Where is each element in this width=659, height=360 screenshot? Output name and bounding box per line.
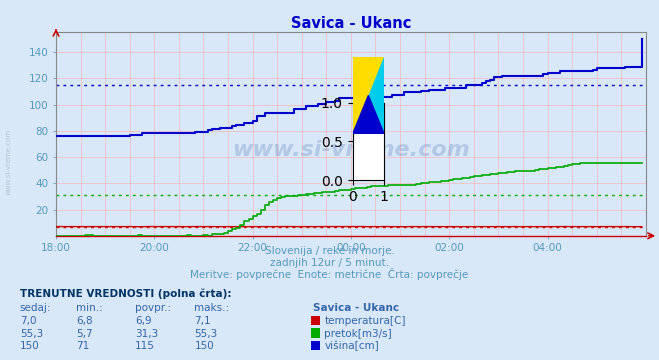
Text: 150: 150 [20, 341, 40, 351]
Text: TRENUTNE VREDNOSTI (polna črta):: TRENUTNE VREDNOSTI (polna črta): [20, 288, 231, 299]
Text: 6,8: 6,8 [76, 316, 92, 327]
Text: Slovenija / reke in morje.: Slovenija / reke in morje. [264, 246, 395, 256]
Text: 7,0: 7,0 [20, 316, 36, 327]
Text: 5,7: 5,7 [76, 329, 92, 339]
Text: maks.:: maks.: [194, 303, 229, 313]
Text: 71: 71 [76, 341, 89, 351]
Text: 55,3: 55,3 [20, 329, 43, 339]
Polygon shape [353, 95, 384, 134]
Text: pretok[m3/s]: pretok[m3/s] [324, 329, 392, 339]
Text: Meritve: povprečne  Enote: metrične  Črta: povprečje: Meritve: povprečne Enote: metrične Črta:… [190, 267, 469, 280]
Text: Savica - Ukanc: Savica - Ukanc [313, 303, 399, 313]
Text: temperatura[C]: temperatura[C] [324, 316, 406, 327]
Text: 150: 150 [194, 341, 214, 351]
Polygon shape [353, 57, 384, 134]
Title: Savica - Ukanc: Savica - Ukanc [291, 16, 411, 31]
Text: www.si-vreme.com: www.si-vreme.com [5, 129, 11, 195]
Text: 6,9: 6,9 [135, 316, 152, 327]
Text: višina[cm]: višina[cm] [324, 341, 379, 351]
Text: 55,3: 55,3 [194, 329, 217, 339]
Text: min.:: min.: [76, 303, 103, 313]
Text: povpr.:: povpr.: [135, 303, 171, 313]
Text: 115: 115 [135, 341, 155, 351]
Text: www.si-vreme.com: www.si-vreme.com [232, 140, 470, 160]
Text: 7,1: 7,1 [194, 316, 211, 327]
Polygon shape [353, 57, 384, 134]
Text: sedaj:: sedaj: [20, 303, 51, 313]
Text: 31,3: 31,3 [135, 329, 158, 339]
Text: zadnjih 12ur / 5 minut.: zadnjih 12ur / 5 minut. [270, 258, 389, 268]
